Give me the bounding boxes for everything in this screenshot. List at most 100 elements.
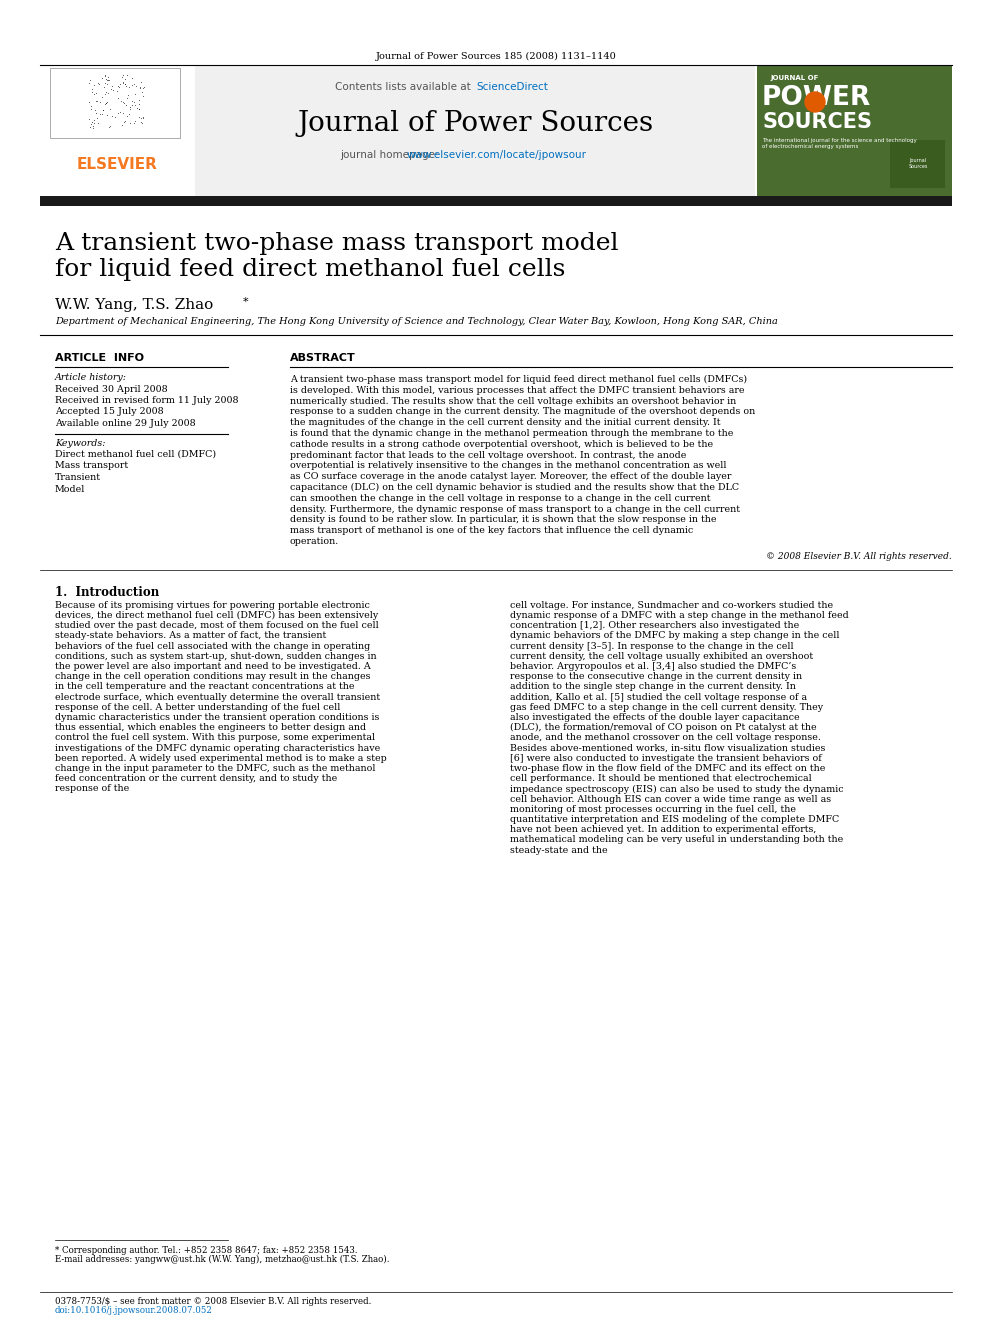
Text: addition, Kallo et al. [5] studied the cell voltage response of a: addition, Kallo et al. [5] studied the c… (510, 693, 807, 701)
Text: response to a sudden change in the current density. The magnitude of the oversho: response to a sudden change in the curre… (290, 407, 755, 417)
Text: 1.  Introduction: 1. Introduction (55, 586, 160, 599)
Text: www.elsevier.com/locate/jpowsour: www.elsevier.com/locate/jpowsour (407, 149, 587, 160)
Text: of electrochemical energy systems: of electrochemical energy systems (762, 144, 858, 149)
Text: cathode results in a strong cathode overpotential overshoot, which is believed t: cathode results in a strong cathode over… (290, 439, 713, 448)
Text: Accepted 15 July 2008: Accepted 15 July 2008 (55, 407, 164, 417)
Text: The international journal for the science and technology: The international journal for the scienc… (762, 138, 917, 143)
Text: the power level are also important and need to be investigated. A: the power level are also important and n… (55, 662, 371, 671)
Text: conditions, such as system start-up, shut-down, sudden changes in: conditions, such as system start-up, shu… (55, 652, 377, 660)
Text: electrode surface, which eventually determine the overall transient: electrode surface, which eventually dete… (55, 693, 380, 701)
Text: feed concentration or the current density, and to study the: feed concentration or the current densit… (55, 774, 337, 783)
Text: numerically studied. The results show that the cell voltage exhibits an overshoo: numerically studied. The results show th… (290, 397, 736, 406)
Text: Besides above-mentioned works, in-situ flow visualization studies: Besides above-mentioned works, in-situ f… (510, 744, 825, 753)
Text: E-mail addresses: yangww@ust.hk (W.W. Yang), metzhao@ust.hk (T.S. Zhao).: E-mail addresses: yangww@ust.hk (W.W. Ya… (55, 1256, 390, 1263)
Text: *: * (243, 296, 249, 307)
FancyBboxPatch shape (40, 196, 952, 206)
Text: current density, the cell voltage usually exhibited an overshoot: current density, the cell voltage usuall… (510, 652, 813, 660)
Text: dynamic behaviors of the DMFC by making a step change in the cell: dynamic behaviors of the DMFC by making … (510, 631, 839, 640)
Text: response to the consecutive change in the current density in: response to the consecutive change in th… (510, 672, 803, 681)
Text: Journal
Sources: Journal Sources (909, 157, 928, 169)
FancyBboxPatch shape (757, 66, 952, 196)
Text: response of the cell. A better understanding of the fuel cell: response of the cell. A better understan… (55, 703, 340, 712)
Text: © 2008 Elsevier B.V. All rights reserved.: © 2008 Elsevier B.V. All rights reserved… (766, 552, 952, 561)
FancyBboxPatch shape (890, 140, 945, 188)
Text: overpotential is relatively insensitive to the changes in the methanol concentra: overpotential is relatively insensitive … (290, 462, 726, 471)
Text: ELSEVIER: ELSEVIER (76, 157, 158, 172)
Text: Mass transport: Mass transport (55, 462, 128, 471)
Text: (DLC), the formation/removal of CO poison on Pt catalyst at the: (DLC), the formation/removal of CO poiso… (510, 724, 816, 733)
Text: steady-state behaviors. As a matter of fact, the transient: steady-state behaviors. As a matter of f… (55, 631, 326, 640)
Text: investigations of the DMFC dynamic operating characteristics have: investigations of the DMFC dynamic opera… (55, 744, 380, 753)
Text: been reported. A widely used experimental method is to make a step: been reported. A widely used experimenta… (55, 754, 387, 763)
Text: cell behavior. Although EIS can cover a wide time range as well as: cell behavior. Although EIS can cover a … (510, 795, 831, 803)
Text: ScienceDirect: ScienceDirect (476, 82, 548, 93)
Text: Transient: Transient (55, 474, 101, 482)
Text: for liquid feed direct methanol fuel cells: for liquid feed direct methanol fuel cel… (55, 258, 565, 280)
Text: behaviors of the fuel cell associated with the change in operating: behaviors of the fuel cell associated wi… (55, 642, 370, 651)
Text: two-phase flow in the flow field of the DMFC and its effect on the: two-phase flow in the flow field of the … (510, 763, 825, 773)
Text: is developed. With this model, various processes that affect the DMFC transient : is developed. With this model, various p… (290, 386, 745, 394)
Text: control the fuel cell system. With this purpose, some experimental: control the fuel cell system. With this … (55, 733, 375, 742)
Text: doi:10.1016/j.jpowsour.2008.07.052: doi:10.1016/j.jpowsour.2008.07.052 (55, 1306, 213, 1315)
Text: response of the: response of the (55, 785, 129, 794)
Text: is found that the dynamic change in the methanol permeation through the membrane: is found that the dynamic change in the … (290, 429, 733, 438)
Text: Model: Model (55, 484, 85, 493)
Text: devices, the direct methanol fuel cell (DMFC) has been extensively: devices, the direct methanol fuel cell (… (55, 611, 378, 620)
Text: Received 30 April 2008: Received 30 April 2008 (55, 385, 168, 393)
Text: concentration [1,2]. Other researchers also investigated the: concentration [1,2]. Other researchers a… (510, 622, 800, 630)
Text: SOURCES: SOURCES (762, 112, 872, 132)
FancyBboxPatch shape (40, 66, 195, 196)
Text: steady-state and the: steady-state and the (510, 845, 608, 855)
Text: impedance spectroscopy (EIS) can also be used to study the dynamic: impedance spectroscopy (EIS) can also be… (510, 785, 843, 794)
Text: as CO surface coverage in the anode catalyst layer. Moreover, the effect of the : as CO surface coverage in the anode cata… (290, 472, 731, 482)
Text: Direct methanol fuel cell (DMFC): Direct methanol fuel cell (DMFC) (55, 450, 216, 459)
Text: studied over the past decade, most of them focused on the fuel cell: studied over the past decade, most of th… (55, 622, 379, 630)
Text: monitoring of most processes occurring in the fuel cell, the: monitoring of most processes occurring i… (510, 804, 796, 814)
Text: change in the input parameter to the DMFC, such as the methanol: change in the input parameter to the DMF… (55, 763, 376, 773)
Text: W.W. Yang, T.S. Zhao: W.W. Yang, T.S. Zhao (55, 298, 213, 312)
Text: A transient two-phase mass transport model for liquid feed direct methanol fuel : A transient two-phase mass transport mod… (290, 374, 747, 384)
Text: density. Furthermore, the dynamic response of mass transport to a change in the : density. Furthermore, the dynamic respon… (290, 504, 740, 513)
Text: ARTICLE  INFO: ARTICLE INFO (55, 353, 144, 363)
Text: also investigated the effects of the double layer capacitance: also investigated the effects of the dou… (510, 713, 800, 722)
Text: operation.: operation. (290, 537, 339, 546)
Text: predominant factor that leads to the cell voltage overshoot. In contrast, the an: predominant factor that leads to the cel… (290, 451, 686, 459)
Text: Journal of Power Sources: Journal of Power Sources (297, 110, 653, 138)
Text: quantitative interpretation and EIS modeling of the complete DMFC: quantitative interpretation and EIS mode… (510, 815, 839, 824)
Text: Because of its promising virtues for powering portable electronic: Because of its promising virtues for pow… (55, 601, 370, 610)
Text: Article history:: Article history: (55, 373, 127, 382)
Text: mass transport of methanol is one of the key factors that influence the cell dyn: mass transport of methanol is one of the… (290, 527, 693, 536)
Text: journal homepage:: journal homepage: (340, 149, 441, 160)
Text: Available online 29 July 2008: Available online 29 July 2008 (55, 419, 195, 429)
Text: addition to the single step change in the current density. In: addition to the single step change in th… (510, 683, 796, 692)
Text: anode, and the methanol crossover on the cell voltage response.: anode, and the methanol crossover on the… (510, 733, 820, 742)
Text: Department of Mechanical Engineering, The Hong Kong University of Science and Te: Department of Mechanical Engineering, Th… (55, 318, 778, 325)
Text: density is found to be rather slow. In particular, it is shown that the slow res: density is found to be rather slow. In p… (290, 516, 716, 524)
Text: Contents lists available at: Contents lists available at (335, 82, 474, 93)
FancyBboxPatch shape (195, 66, 755, 196)
Text: mathematical modeling can be very useful in understanding both the: mathematical modeling can be very useful… (510, 835, 843, 844)
Text: * Corresponding author. Tel.: +852 2358 8647; fax: +852 2358 1543.: * Corresponding author. Tel.: +852 2358 … (55, 1246, 357, 1256)
Text: Journal of Power Sources 185 (2008) 1131–1140: Journal of Power Sources 185 (2008) 1131… (376, 52, 616, 61)
Text: gas feed DMFC to a step change in the cell current density. They: gas feed DMFC to a step change in the ce… (510, 703, 823, 712)
Text: Received in revised form 11 July 2008: Received in revised form 11 July 2008 (55, 396, 238, 405)
Text: can smoothen the change in the cell voltage in response to a change in the cell : can smoothen the change in the cell volt… (290, 493, 710, 503)
Text: ABSTRACT: ABSTRACT (290, 353, 356, 363)
Text: Keywords:: Keywords: (55, 438, 105, 447)
Text: cell performance. It should be mentioned that electrochemical: cell performance. It should be mentioned… (510, 774, 811, 783)
Text: A transient two-phase mass transport model: A transient two-phase mass transport mod… (55, 232, 618, 255)
Text: current density [3–5]. In response to the change in the cell: current density [3–5]. In response to th… (510, 642, 794, 651)
Text: thus essential, which enables the engineers to better design and: thus essential, which enables the engine… (55, 724, 366, 732)
Text: 0378-7753/$ – see front matter © 2008 Elsevier B.V. All rights reserved.: 0378-7753/$ – see front matter © 2008 El… (55, 1297, 371, 1306)
Text: JOURNAL OF: JOURNAL OF (770, 75, 818, 81)
Circle shape (805, 93, 825, 112)
Text: change in the cell operation conditions may result in the changes: change in the cell operation conditions … (55, 672, 370, 681)
Text: have not been achieved yet. In addition to experimental efforts,: have not been achieved yet. In addition … (510, 826, 816, 835)
Text: behavior. Argyropoulos et al. [3,4] also studied the DMFC’s: behavior. Argyropoulos et al. [3,4] also… (510, 662, 797, 671)
Text: dynamic characteristics under the transient operation conditions is: dynamic characteristics under the transi… (55, 713, 379, 722)
Text: [6] were also conducted to investigate the transient behaviors of: [6] were also conducted to investigate t… (510, 754, 821, 763)
Text: cell voltage. For instance, Sundmacher and co-workers studied the: cell voltage. For instance, Sundmacher a… (510, 601, 833, 610)
Text: POWER: POWER (762, 85, 871, 111)
Text: dynamic response of a DMFC with a step change in the methanol feed: dynamic response of a DMFC with a step c… (510, 611, 849, 620)
Text: capacitance (DLC) on the cell dynamic behavior is studied and the results show t: capacitance (DLC) on the cell dynamic be… (290, 483, 739, 492)
